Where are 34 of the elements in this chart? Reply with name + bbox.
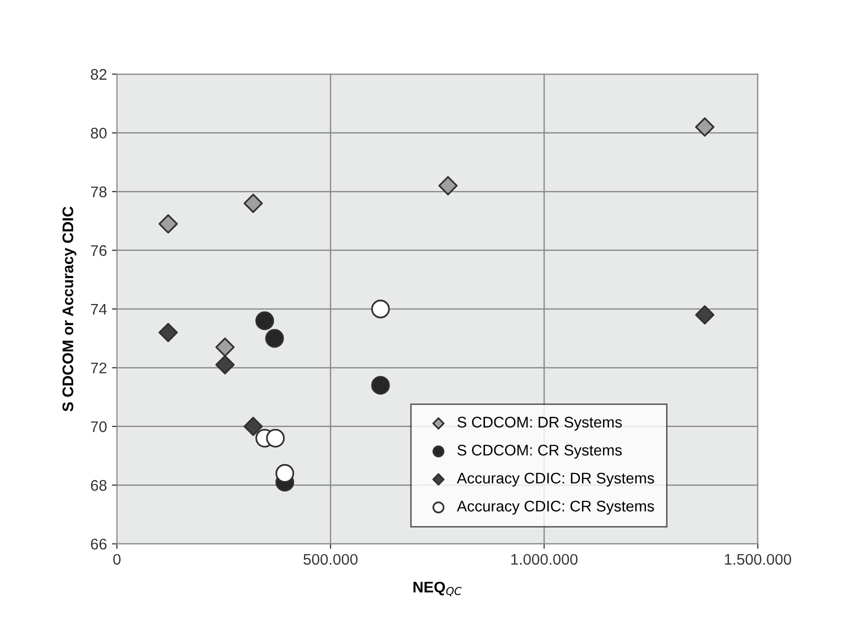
point (265, 329, 284, 348)
point (158, 214, 178, 234)
point (255, 311, 274, 330)
y-tick-label: 66 (90, 538, 107, 550)
point (158, 322, 178, 342)
point (371, 376, 390, 395)
x-tick-label: 0 (113, 554, 121, 565)
y-tick-label: 68 (90, 480, 107, 491)
y-tick-label: 80 (90, 128, 107, 139)
point (695, 305, 714, 324)
legend-label: Accuracy CDIC: CR Systems (456, 500, 654, 515)
x-axis-title: NEQ$_{QC}$ (414, 582, 462, 596)
point (266, 428, 285, 448)
point (215, 338, 235, 357)
point (275, 464, 294, 483)
y-tick-label: 72 (90, 362, 106, 374)
y-tick-label: 74 (90, 304, 107, 315)
legend-label: S CDCOM: DR Systems (457, 416, 622, 431)
point (695, 117, 714, 137)
point (244, 194, 263, 213)
x-tick-label: 1.000.000 (511, 554, 578, 565)
y-tick-label: 78 (90, 186, 107, 198)
point (244, 416, 263, 436)
x-tick-label: 1.500.000 (724, 554, 792, 565)
x-tick-label: 500.000 (304, 554, 358, 565)
y-axis-title: S CDCOM or Accuracy CDIC (62, 206, 76, 412)
point (371, 300, 390, 318)
y-tick-label: 82 (90, 69, 106, 80)
y-tick-label: 76 (90, 245, 107, 256)
point (438, 176, 458, 196)
point (215, 355, 235, 374)
legend-label: S CDCOM: CR Systems (457, 444, 622, 459)
legend-label: Accuracy CDIC: DR Systems (456, 472, 654, 487)
y-tick-label: 70 (90, 421, 107, 432)
